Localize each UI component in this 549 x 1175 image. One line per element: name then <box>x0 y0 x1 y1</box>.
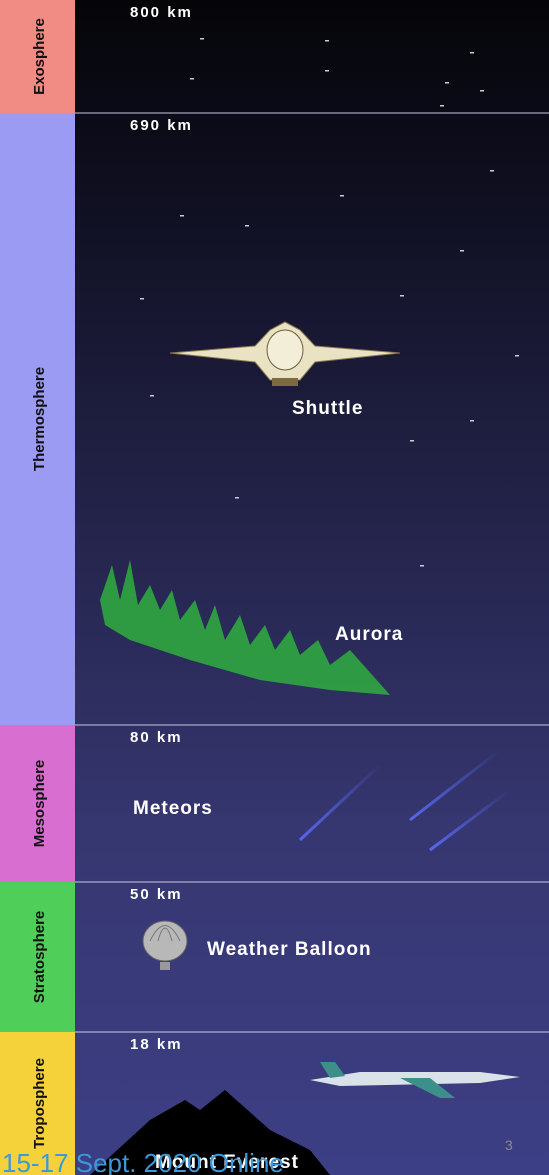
object-label: Meteors <box>133 798 213 819</box>
star <box>235 497 239 499</box>
layer-name: Troposphere <box>31 1058 48 1149</box>
star <box>515 355 519 357</box>
star <box>410 440 414 442</box>
star <box>180 215 184 217</box>
star <box>200 38 204 40</box>
plane-icon <box>310 1062 520 1098</box>
balloon-icon <box>142 920 188 970</box>
aurora-icon <box>100 560 390 695</box>
sky <box>75 0 549 1175</box>
page-number: 3 <box>505 1137 513 1153</box>
object-label: Shuttle <box>292 398 363 419</box>
mountain-icon <box>90 1090 330 1175</box>
altitude-label: 50 km <box>130 886 183 903</box>
star <box>470 52 474 54</box>
layer-band <box>0 882 75 1032</box>
layer-band <box>0 725 75 882</box>
object-label: Weather Balloon <box>207 939 372 960</box>
layer-band <box>0 0 75 113</box>
star <box>150 395 154 397</box>
star <box>325 40 329 42</box>
footer-event: 15-17 Sept. 2020 Online <box>2 1148 284 1175</box>
star <box>470 420 474 422</box>
star <box>480 90 484 92</box>
layer-name: Mesosphere <box>31 760 48 848</box>
star <box>460 250 464 252</box>
layer-band <box>0 1032 75 1175</box>
altitude-label: 690 km <box>130 117 193 134</box>
star <box>490 170 494 172</box>
star <box>400 295 404 297</box>
stars <box>140 38 519 567</box>
altitude-label: 800 km <box>130 4 193 21</box>
layer-name: Exosphere <box>31 18 48 95</box>
object-label: Mount Everest <box>155 1152 299 1173</box>
shuttle-icon <box>169 321 401 386</box>
layer-name: Thermosphere <box>31 367 48 471</box>
star <box>420 565 424 567</box>
meteors-icon <box>298 748 511 852</box>
star <box>140 298 144 300</box>
star <box>340 195 344 197</box>
layer-name: Stratosphere <box>31 911 48 1004</box>
altitude-label: 80 km <box>130 729 183 746</box>
star <box>440 105 444 107</box>
altitude-label: 18 km <box>130 1036 183 1053</box>
star <box>190 78 194 80</box>
star <box>325 70 329 72</box>
star <box>445 82 449 84</box>
object-label: Aurora <box>335 624 403 645</box>
layer-band <box>0 113 75 725</box>
star <box>245 225 249 227</box>
